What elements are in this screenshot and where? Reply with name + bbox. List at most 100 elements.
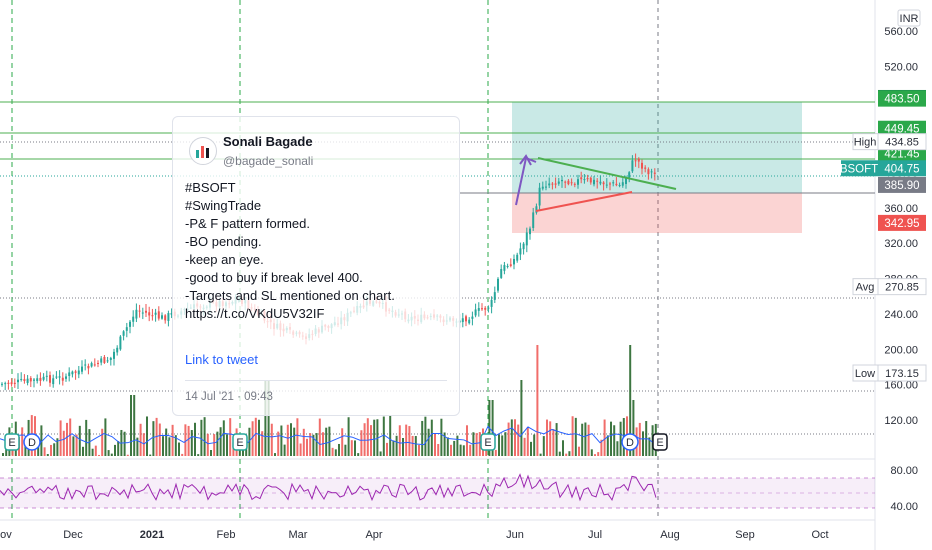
- time-tick: Feb: [217, 529, 236, 541]
- volume-bar: [219, 427, 222, 456]
- volume-bar: [366, 418, 369, 456]
- candle-body: [4, 383, 7, 385]
- volume-bar: [296, 418, 299, 456]
- candle-body: [113, 351, 115, 359]
- volume-bar: [395, 435, 398, 456]
- volume-bar: [434, 433, 436, 456]
- volume-bar: [24, 443, 27, 456]
- candle-body: [132, 316, 135, 322]
- volume-bar: [437, 444, 440, 456]
- candle-body: [503, 265, 506, 271]
- svg-text:INR: INR: [900, 13, 919, 25]
- volume-bar: [62, 430, 65, 456]
- volume-bar: [498, 434, 500, 456]
- volume-bar: [197, 454, 200, 456]
- volume-bar: [171, 424, 174, 456]
- volume-bar: [286, 424, 289, 456]
- svg-text:421.45: 421.45: [884, 148, 919, 160]
- candle-body: [1, 383, 3, 385]
- svg-text:173.15: 173.15: [885, 368, 919, 380]
- candle-body: [151, 315, 154, 317]
- volume-bar: [398, 425, 401, 456]
- candle-body: [650, 171, 653, 173]
- tweet-author: Sonali Bagade: [223, 134, 313, 149]
- volume-bar: [261, 431, 264, 456]
- currency-label: INR: [897, 9, 921, 27]
- position-box: [460, 102, 875, 233]
- volume-bar: [446, 437, 449, 456]
- volume-bar: [542, 436, 545, 456]
- candle-body: [100, 358, 103, 363]
- candle-body: [122, 331, 125, 336]
- candle-body: [647, 169, 650, 175]
- candle-body: [81, 366, 83, 372]
- volume-bar: [600, 439, 603, 456]
- candle-body: [570, 182, 573, 184]
- volume-bar: [66, 422, 68, 456]
- tweet-date: 14 Jul '21 · 09:43: [185, 391, 273, 403]
- volume-bar: [200, 419, 203, 456]
- candle-body: [7, 382, 10, 384]
- volume-bar: [546, 419, 548, 456]
- candle-body: [71, 371, 74, 375]
- candle-body: [513, 258, 515, 265]
- candle-body: [116, 347, 119, 353]
- volume-bar: [216, 431, 219, 456]
- volume-bar: [187, 425, 190, 456]
- svg-text:D: D: [626, 437, 634, 449]
- candle-body: [141, 312, 144, 314]
- volume-bar: [459, 444, 462, 456]
- candle-body: [516, 254, 519, 261]
- candle-body: [36, 378, 39, 382]
- volume-bar: [485, 445, 488, 456]
- volume-bar: [632, 400, 635, 456]
- volume-bar: [405, 424, 408, 456]
- time-tick: Dec: [63, 529, 83, 541]
- candle-body: [125, 327, 128, 331]
- candle-body: [506, 265, 509, 267]
- candle-body: [465, 316, 467, 322]
- candle-body: [474, 309, 477, 316]
- volume-bar: [533, 434, 536, 456]
- volume-bar: [552, 429, 555, 456]
- volume-bar: [504, 432, 507, 456]
- volume-bar: [411, 435, 414, 456]
- candle-body: [615, 183, 618, 186]
- volume-bar: [469, 444, 472, 456]
- svg-text:E: E: [484, 437, 491, 449]
- volume-bar: [190, 430, 193, 456]
- volume-bar: [642, 431, 644, 456]
- tweet-text: #BSOFT #SwingTrade -P& F pattern formed.…: [185, 180, 395, 321]
- volume-bar: [494, 449, 497, 456]
- volume-bar: [590, 449, 593, 456]
- volume-bar: [206, 433, 209, 456]
- svg-text:385.90: 385.90: [884, 180, 919, 192]
- candle-body: [589, 177, 592, 183]
- svg-text:449.45: 449.45: [884, 124, 919, 136]
- volume-bar: [501, 435, 504, 456]
- volume-bar: [638, 422, 641, 456]
- volume-bar: [213, 434, 216, 456]
- candle-body: [109, 357, 112, 361]
- volume-bar: [168, 437, 171, 456]
- volume-bar: [133, 395, 136, 456]
- svg-text:E: E: [236, 437, 243, 449]
- candle-body: [644, 167, 647, 169]
- time-axis: Nov Dec 2021 Feb Mar Apr Jun Jul Aug Sep Oct: [0, 529, 829, 541]
- volume-bar: [174, 435, 177, 456]
- volume-bar: [53, 443, 56, 456]
- event-marker-E: E: [232, 433, 248, 451]
- candle-body: [545, 186, 547, 188]
- candle-body: [481, 308, 483, 310]
- candle-body: [65, 376, 67, 379]
- volume-bars: [0, 345, 657, 456]
- candle-body: [129, 321, 131, 327]
- candle-body: [26, 378, 29, 383]
- candle-body: [135, 309, 138, 319]
- volume-bar: [555, 423, 558, 456]
- volume-bar: [558, 451, 561, 456]
- volume-bar: [43, 447, 46, 456]
- tweet-link[interactable]: Link to tweet: [185, 352, 258, 367]
- candle-body: [167, 313, 170, 321]
